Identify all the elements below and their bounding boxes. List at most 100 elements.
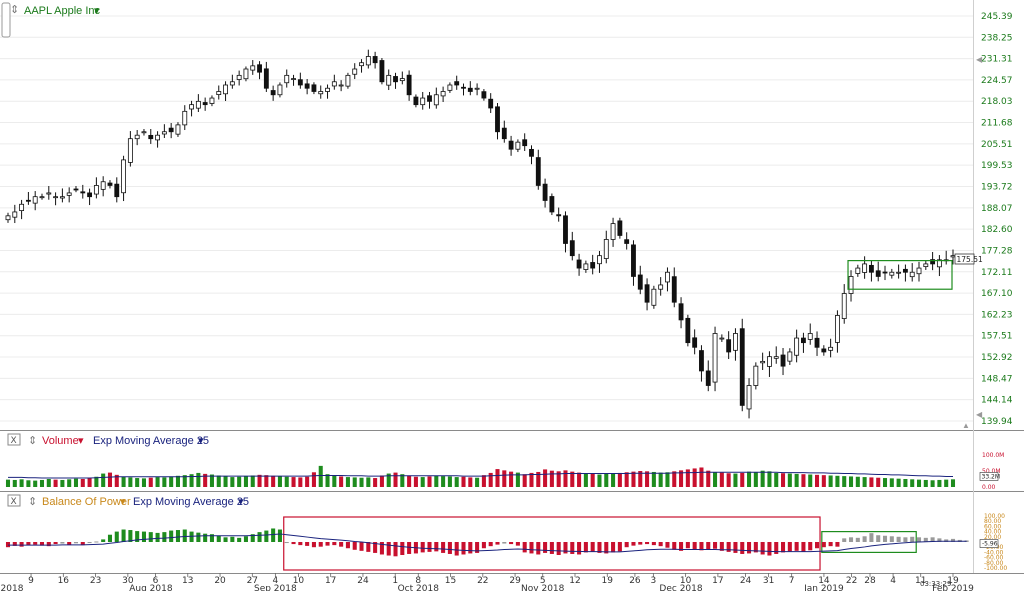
volume-overlay-title[interactable]: Exp Moving Average 25 bbox=[93, 435, 209, 447]
volume-bar bbox=[107, 472, 113, 487]
bop-bar bbox=[944, 539, 949, 542]
candle bbox=[637, 265, 643, 295]
volume-tick-label: 0.00 bbox=[982, 484, 996, 491]
bop-series bbox=[5, 528, 969, 557]
volume-bar bbox=[427, 476, 432, 487]
bop-bar bbox=[787, 542, 792, 552]
volume-bar bbox=[617, 472, 622, 487]
bop-bar bbox=[26, 542, 31, 546]
price-tick-label: 144.14 bbox=[981, 396, 1013, 406]
bop-bar bbox=[815, 542, 820, 549]
bop-bar bbox=[719, 542, 724, 551]
price-dropdown-icon[interactable]: ▾ bbox=[94, 5, 100, 17]
candle bbox=[461, 83, 466, 96]
candle bbox=[73, 186, 79, 193]
volume-bar bbox=[19, 479, 24, 487]
candle bbox=[542, 178, 548, 208]
bop-bar bbox=[774, 542, 779, 554]
candle bbox=[535, 149, 541, 190]
candle bbox=[712, 326, 718, 392]
bop-overlay-dropdown-icon[interactable]: ▾ bbox=[238, 496, 244, 508]
month-label: Dec 2018 bbox=[659, 584, 702, 591]
volume-bar bbox=[529, 472, 534, 487]
scroll-left-icon[interactable]: ◀ bbox=[976, 410, 983, 419]
month-label: Jan 2019 bbox=[803, 584, 844, 591]
volume-bar bbox=[169, 476, 174, 487]
candle bbox=[868, 260, 874, 282]
volume-bar bbox=[787, 473, 792, 487]
bop-bar bbox=[679, 542, 684, 551]
bop-bar bbox=[298, 542, 303, 546]
volume-bar bbox=[53, 479, 58, 487]
bop-bar bbox=[230, 536, 235, 542]
volume-bar bbox=[250, 475, 255, 487]
bop-bar bbox=[536, 542, 541, 555]
bop-tick-label: -80.00 bbox=[984, 560, 1004, 567]
volume-bar bbox=[869, 477, 874, 487]
bop-bar bbox=[87, 542, 92, 544]
candle bbox=[209, 95, 215, 107]
volume-bar bbox=[298, 477, 303, 487]
volume-title[interactable]: Volume bbox=[42, 435, 79, 447]
candle bbox=[481, 89, 487, 101]
date-tick-label: 9 bbox=[28, 576, 34, 586]
volume-bar bbox=[332, 475, 337, 487]
scroll-left-top-icon[interactable]: ◀ bbox=[976, 55, 983, 64]
bop-value-box: -5.96 bbox=[979, 539, 999, 548]
bop-bar bbox=[638, 542, 643, 545]
bop-bar bbox=[685, 542, 690, 549]
price-tick-label: 231.31 bbox=[981, 55, 1013, 65]
date-axis: 9 16 23 30 6 13 20 27 4 10 17 24 1 8 15 22 29 5 12 19 26 3 10 1… bbox=[1, 573, 974, 591]
price-title[interactable]: AAPL Apple Inc bbox=[24, 5, 101, 17]
candle bbox=[66, 187, 72, 203]
volume-overlay-dropdown-icon[interactable]: ▾ bbox=[198, 435, 204, 447]
panel-handle-icon[interactable] bbox=[1, 2, 11, 38]
candle bbox=[889, 268, 895, 279]
sort-icon[interactable]: ⇕ bbox=[10, 4, 19, 16]
date-tick-label: 23 bbox=[90, 576, 101, 586]
volume-bar bbox=[522, 474, 527, 487]
candle bbox=[501, 120, 507, 143]
candle bbox=[678, 297, 684, 329]
date-tick-label: 26 bbox=[629, 576, 641, 586]
candle bbox=[325, 84, 330, 99]
date-tick-label: 17 bbox=[325, 576, 336, 586]
bop-dropdown-icon[interactable]: ▾ bbox=[120, 496, 126, 508]
volume-bar bbox=[420, 477, 425, 487]
candle bbox=[563, 211, 568, 253]
bop-tick-label: 40.00 bbox=[984, 529, 1001, 536]
bop-overlay-title[interactable]: Exp Moving Average 25 bbox=[133, 496, 249, 508]
volume-bar bbox=[305, 476, 310, 487]
scroll-up-icon[interactable]: ▲ bbox=[962, 421, 970, 430]
volume-sort-icon[interactable]: ⇕ bbox=[28, 435, 37, 447]
candle bbox=[658, 277, 664, 296]
price-tick-label: 205.51 bbox=[981, 140, 1013, 150]
bop-tick-label: 60.00 bbox=[984, 523, 1001, 530]
volume-bar bbox=[175, 475, 180, 487]
volume-close-icon[interactable] bbox=[7, 433, 21, 446]
candle bbox=[121, 155, 127, 202]
bop-bar bbox=[475, 542, 480, 553]
bop-sort-icon[interactable]: ⇕ bbox=[28, 496, 37, 508]
bop-bar bbox=[665, 542, 670, 548]
candle bbox=[583, 260, 589, 273]
candle bbox=[807, 323, 813, 345]
candle bbox=[522, 133, 528, 151]
bop-bar bbox=[135, 531, 140, 542]
volume-bar bbox=[94, 476, 99, 487]
bop-bar bbox=[223, 537, 228, 542]
bop-bar bbox=[842, 538, 847, 542]
bop-bar bbox=[590, 542, 595, 552]
volume-bar bbox=[468, 477, 473, 487]
bop-title[interactable]: Balance Of Power bbox=[42, 496, 131, 508]
volume-bar bbox=[699, 467, 704, 487]
volume-bar bbox=[101, 473, 106, 487]
candle bbox=[454, 75, 460, 90]
month-label: Oct 2018 bbox=[398, 584, 440, 591]
candle bbox=[19, 199, 25, 220]
candle bbox=[182, 105, 188, 131]
bop-close-icon[interactable] bbox=[7, 494, 21, 507]
bop-bar bbox=[237, 537, 242, 542]
candle bbox=[787, 348, 793, 365]
volume-dropdown-icon[interactable]: ▾ bbox=[78, 435, 84, 447]
